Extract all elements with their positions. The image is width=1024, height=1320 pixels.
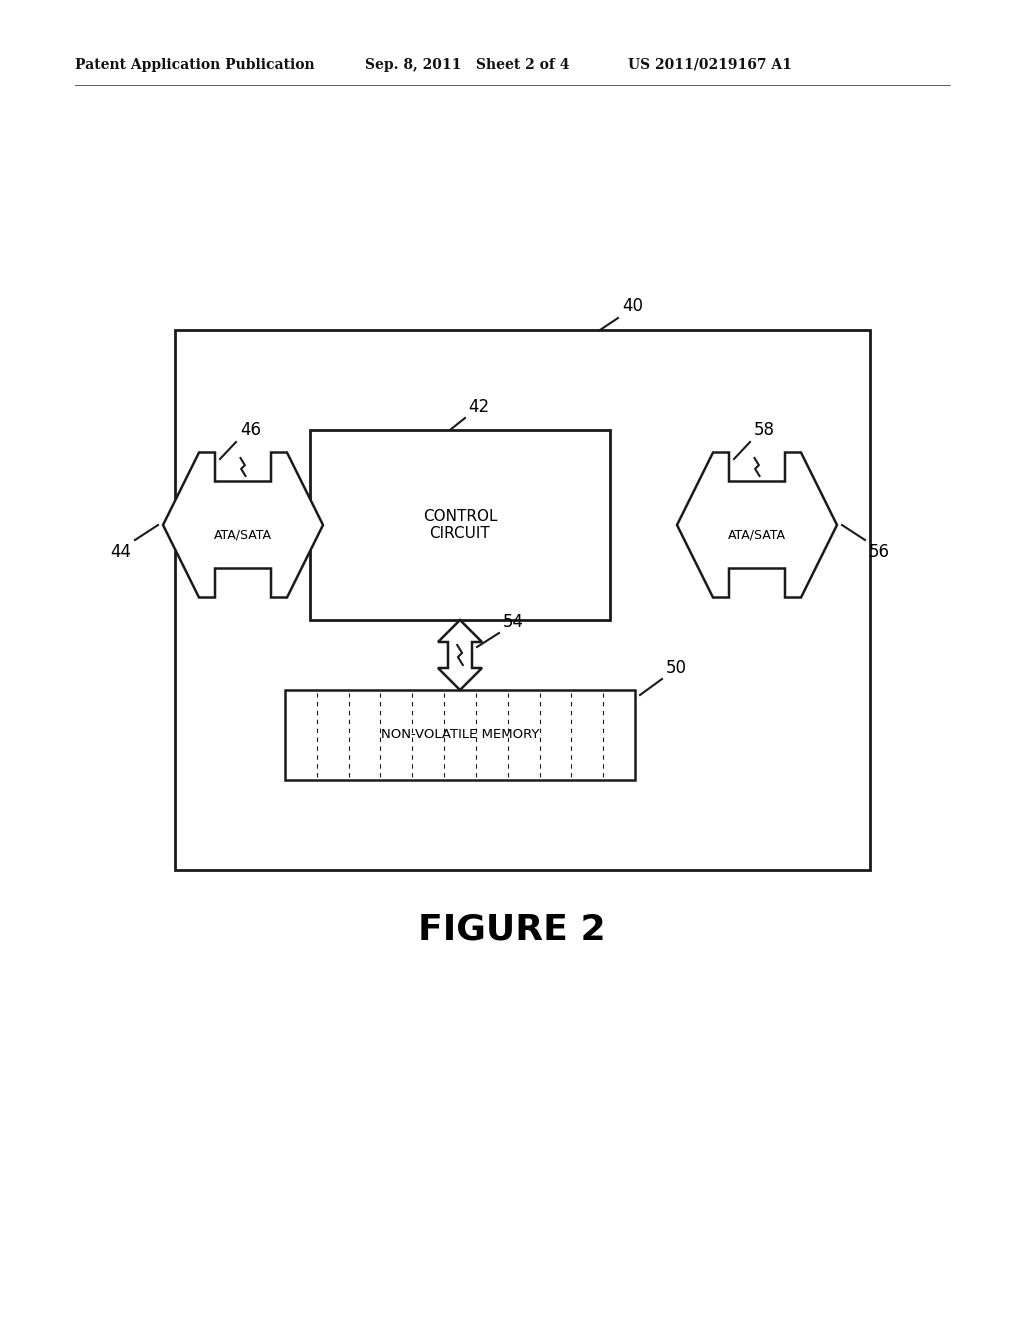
Bar	[175, 330, 870, 870]
Text: 58: 58	[754, 421, 775, 440]
Bar	[310, 430, 610, 620]
Text: US 2011/0219167 A1: US 2011/0219167 A1	[628, 58, 792, 73]
Polygon shape	[677, 453, 837, 598]
Text: 50: 50	[666, 659, 687, 677]
Text: 54: 54	[503, 612, 524, 631]
Text: Patent Application Publication: Patent Application Publication	[75, 58, 314, 73]
Text: NON-VOLATILE MEMORY: NON-VOLATILE MEMORY	[381, 729, 540, 742]
Text: ATA/SATA: ATA/SATA	[728, 528, 786, 541]
Text: 42: 42	[468, 399, 489, 416]
Text: FIGURE 2: FIGURE 2	[418, 913, 606, 946]
Text: 44: 44	[110, 543, 131, 561]
Polygon shape	[163, 453, 323, 598]
Text: 40: 40	[622, 297, 643, 315]
Text: 46: 46	[240, 421, 261, 440]
Text: Sep. 8, 2011   Sheet 2 of 4: Sep. 8, 2011 Sheet 2 of 4	[365, 58, 569, 73]
Polygon shape	[438, 620, 482, 690]
Text: 56: 56	[869, 543, 890, 561]
Bar	[285, 690, 635, 780]
Text: CONTROL
CIRCUIT: CONTROL CIRCUIT	[423, 508, 498, 541]
Text: ATA/SATA: ATA/SATA	[214, 528, 272, 541]
